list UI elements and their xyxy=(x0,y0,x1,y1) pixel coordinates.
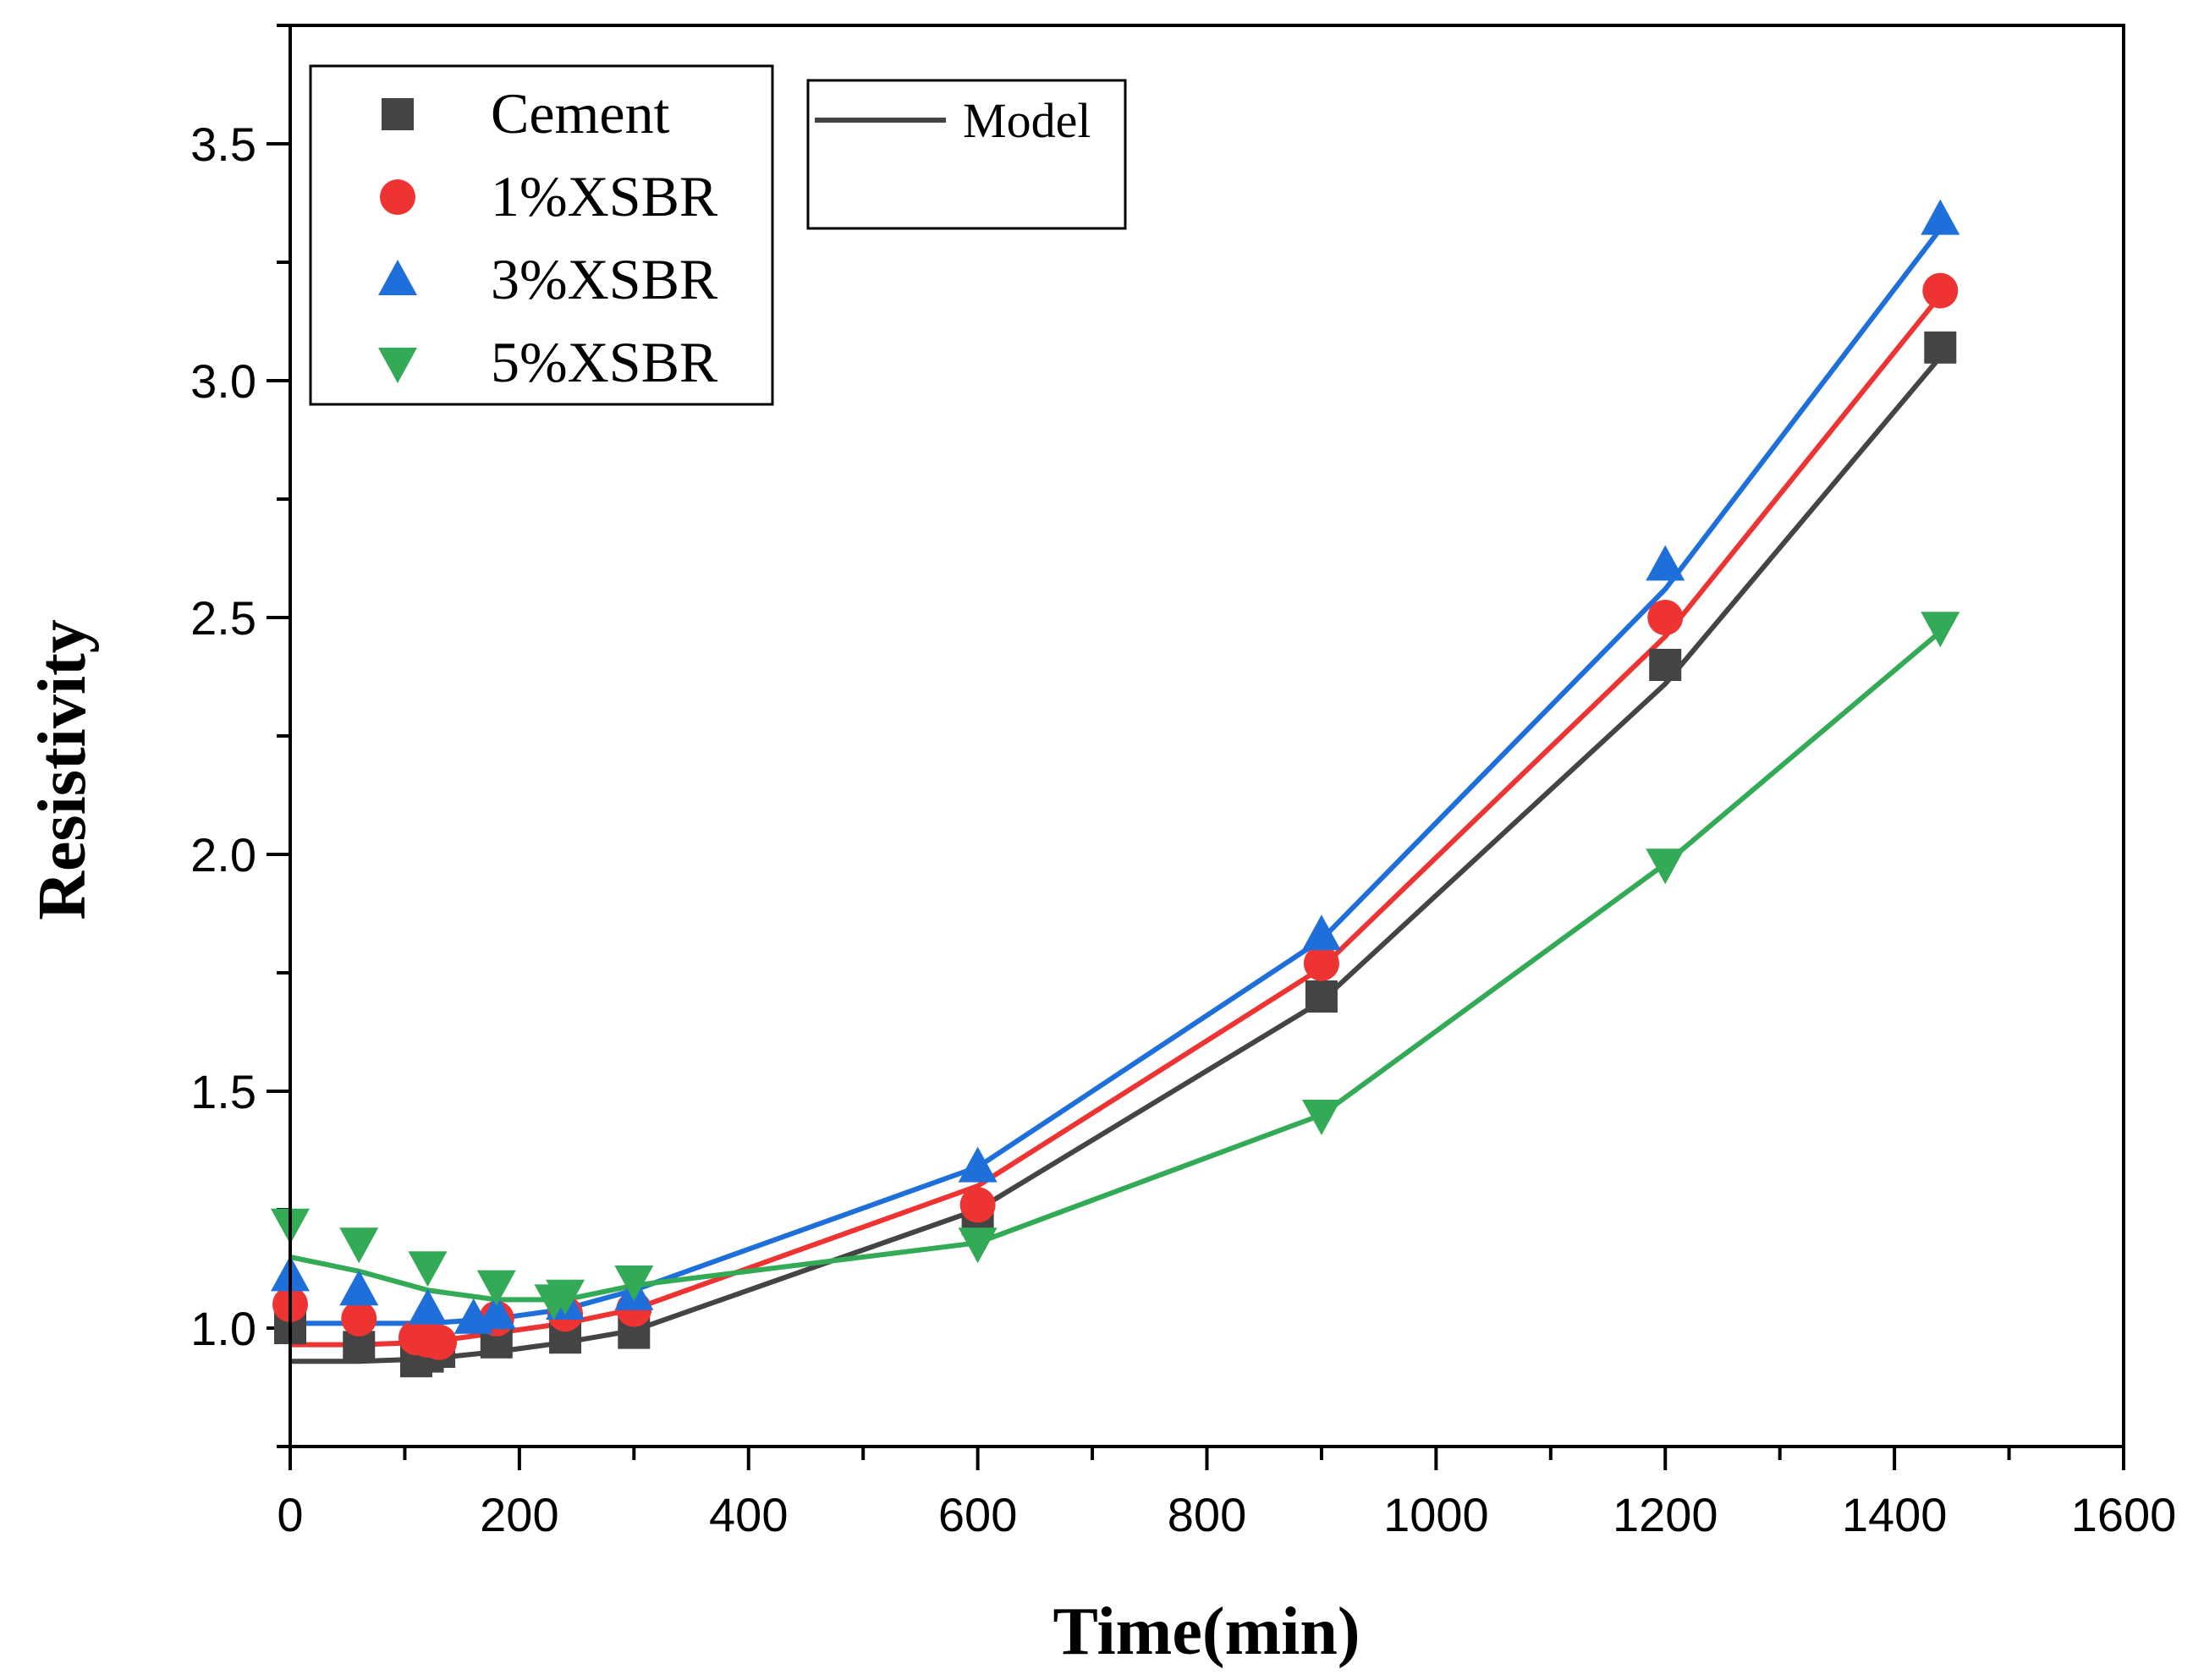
y-tick-label: 3.0 xyxy=(190,354,256,408)
model-line-3pct-xsbr xyxy=(290,227,1943,1326)
data-point-5pct-xsbr xyxy=(476,1270,516,1306)
x-tick-label: 0 xyxy=(277,1488,303,1541)
x-tick-label: 1200 xyxy=(1613,1488,1718,1541)
model-legend-label: Model xyxy=(963,93,1091,148)
model-lines-layer xyxy=(289,227,1943,1364)
markers-layer xyxy=(271,199,1960,1378)
data-point-1pct-xsbr xyxy=(1647,600,1684,635)
data-point-5pct-xsbr xyxy=(1646,848,1685,885)
data-point-3pct-xsbr xyxy=(958,1146,998,1183)
data-point-3pct-xsbr xyxy=(408,1288,448,1325)
legend-label-3pct-xsbr: 3%XSBR xyxy=(491,247,718,311)
model-legend: Model xyxy=(806,79,1127,230)
data-point-5pct-xsbr xyxy=(546,1279,585,1315)
ticks-layer: 0 200 400 600 800 1000 1200 1400 1600 1.0 1.5 2.0 2.… xyxy=(190,24,2177,1541)
data-point-1pct-xsbr xyxy=(1922,272,1959,309)
data-point-1pct-xsbr xyxy=(421,1324,458,1360)
y-tick-label: 2.0 xyxy=(190,828,256,881)
data-point-5pct-xsbr xyxy=(1921,612,1960,648)
data-point-3pct-xsbr xyxy=(476,1293,516,1330)
data-point-5pct-xsbr xyxy=(958,1227,998,1264)
y-axis-title: Resistivity xyxy=(25,619,100,920)
data-point-3pct-xsbr xyxy=(1646,545,1685,581)
legend-marker-3pct-xsbr xyxy=(378,260,417,295)
legend-markers xyxy=(378,98,417,383)
x-axis-title: Time(min) xyxy=(1053,1595,1360,1669)
data-point-cement xyxy=(1924,331,1957,364)
legend-marker-cement xyxy=(382,98,414,130)
data-point-5pct-xsbr xyxy=(614,1265,654,1301)
plot-frame xyxy=(289,24,2125,1448)
model-line-5pct-xsbr xyxy=(289,629,1943,1303)
legend-label-cement: Cement xyxy=(491,81,670,145)
data-point-cement xyxy=(1305,980,1338,1013)
x-tick-label: 600 xyxy=(938,1488,1017,1541)
model-legend-box xyxy=(806,79,1127,230)
x-tick-label: 1600 xyxy=(2071,1488,2177,1541)
y-tick-label: 1.5 xyxy=(190,1065,256,1118)
model-line-cement xyxy=(290,355,1943,1364)
x-tick-label: 1000 xyxy=(1383,1488,1489,1541)
x-tick-label: 800 xyxy=(1168,1488,1246,1541)
data-point-3pct-xsbr xyxy=(1921,199,1960,235)
data-point-5pct-xsbr xyxy=(1301,1100,1341,1135)
y-tick-label: 2.5 xyxy=(190,591,256,645)
series-legend: Cement 1%XSBR 3%XSBR 5%XSBR xyxy=(309,64,774,406)
data-point-1pct-xsbr xyxy=(1303,945,1339,981)
y-tick-label: 3.5 xyxy=(190,118,256,171)
data-point-1pct-xsbr xyxy=(959,1187,996,1223)
data-point-3pct-xsbr xyxy=(339,1270,379,1306)
data-point-5pct-xsbr xyxy=(408,1251,448,1287)
legend-marker-5pct-xsbr xyxy=(378,348,417,383)
legend-label-5pct-xsbr: 5%XSBR xyxy=(491,330,718,394)
model-line-1pct-xsbr xyxy=(290,294,1943,1348)
x-tick-label: 200 xyxy=(480,1488,558,1541)
data-point-3pct-xsbr xyxy=(1301,914,1341,951)
y-tick-label: 1.0 xyxy=(190,1302,256,1355)
data-point-5pct-xsbr xyxy=(339,1227,379,1264)
data-point-1pct-xsbr xyxy=(341,1300,377,1337)
legend-label-1pct-xsbr: 1%XSBR xyxy=(491,164,718,228)
data-point-cement xyxy=(1649,649,1682,681)
x-tick-label: 400 xyxy=(709,1488,788,1541)
legend-marker-1pct-xsbr xyxy=(380,179,415,215)
x-tick-label: 1400 xyxy=(1842,1488,1948,1541)
